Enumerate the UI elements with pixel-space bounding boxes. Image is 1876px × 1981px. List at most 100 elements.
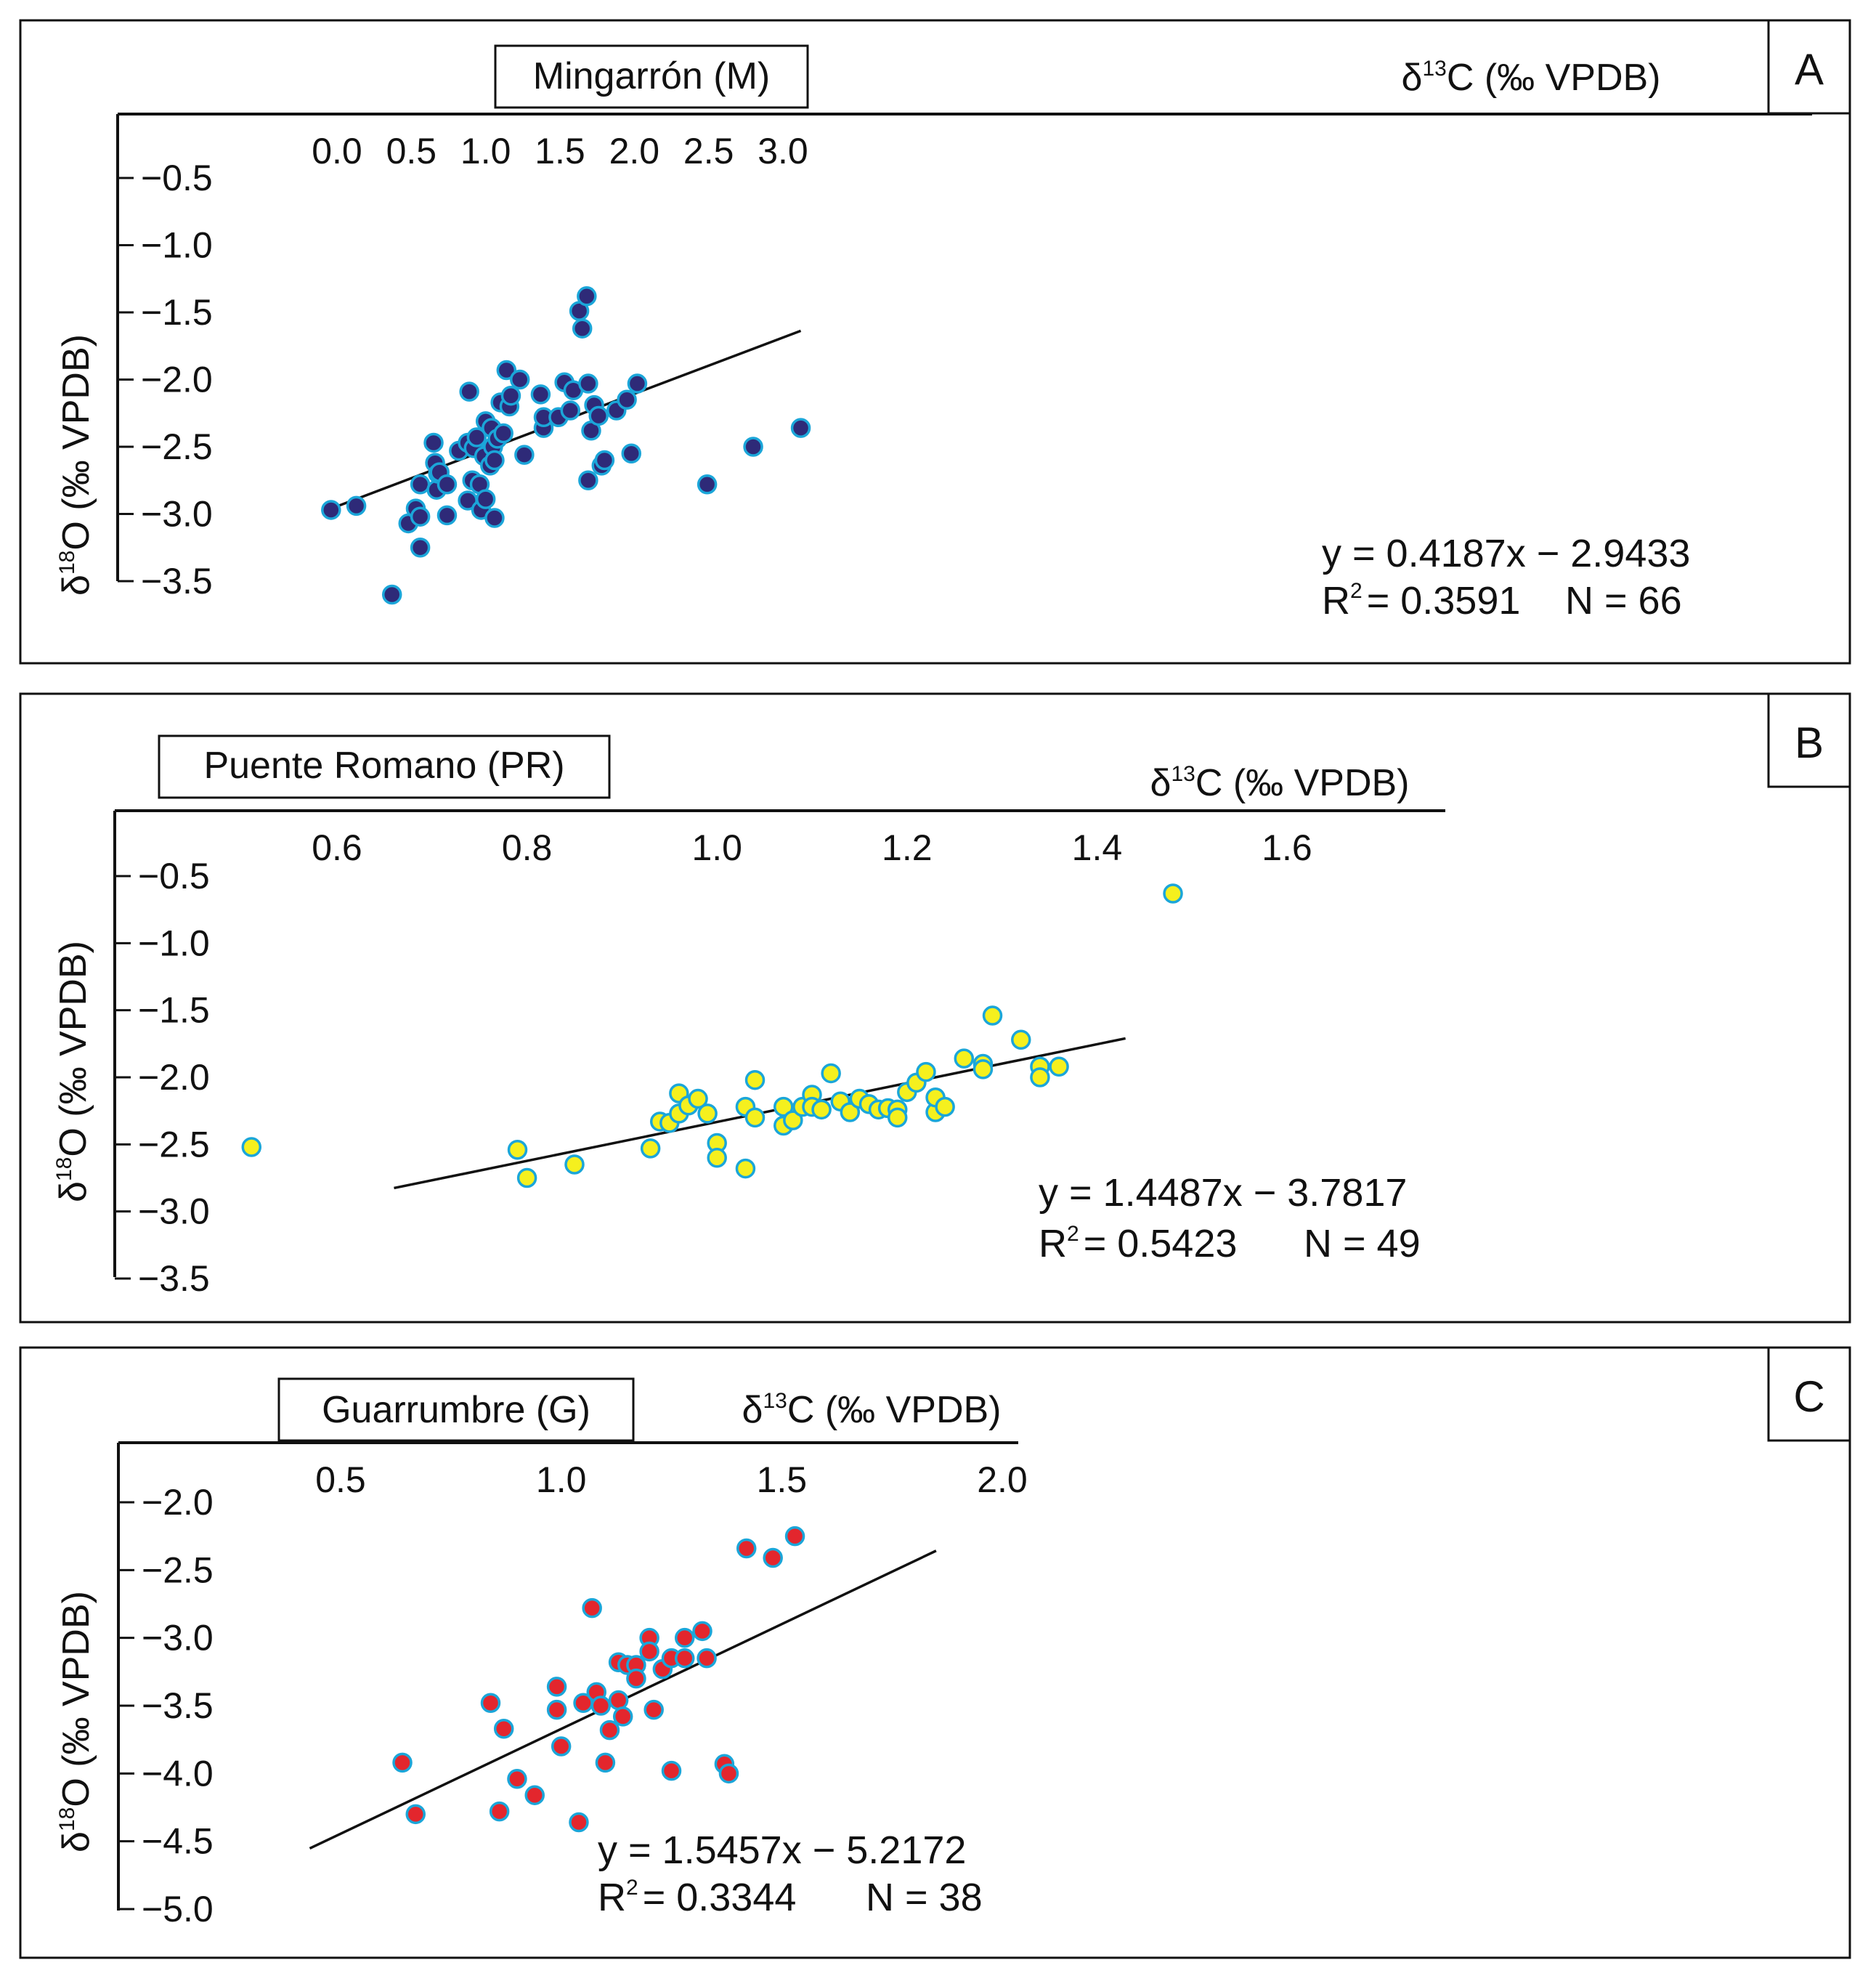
panel-letter-box [1767,692,1851,788]
panel-frame [19,692,1851,1324]
x-tick-label: 1.0 [460,131,511,171]
x-tick-label: 1.0 [691,827,742,868]
data-point [1049,1056,1069,1077]
data-point [392,1752,413,1773]
chart-title: Puente Romano (PR) [203,745,564,787]
data-point [588,405,609,426]
data-point [697,1103,718,1124]
y-tick-label: −3.5 [138,1258,210,1299]
data-point [688,1088,708,1109]
data-point [811,1099,832,1120]
title-box [277,1377,635,1442]
y-tick-label: −4.0 [142,1753,214,1794]
r-squared-label: R2 = 0.5423 [1039,1222,1237,1265]
data-point [436,474,458,495]
data-point [626,1668,646,1689]
data-point [524,1785,545,1805]
data-point [887,1107,908,1128]
data-point [475,489,496,509]
data-point [489,1801,510,1822]
x-axis-title: δ13C (‰ VPDB) [742,1389,1001,1431]
regression-equation: y = 1.4487x − 3.7817 [1039,1171,1407,1215]
data-point [569,1812,589,1833]
data-point [972,1059,994,1079]
y-tick-label: −1.0 [138,923,210,963]
data-point [707,1148,727,1168]
y-tick-label: −3.0 [138,1191,210,1232]
x-axis-title: δ13C (‰ VPDB) [1401,57,1660,99]
y-tick-label: −2.5 [141,426,213,467]
x-tick-label: 2.0 [977,1459,1028,1500]
data-point [599,1719,620,1741]
title-box [494,44,809,109]
n-count-label: N = 49 [1304,1222,1421,1265]
data-point [935,1096,955,1117]
data-point [982,1005,1003,1026]
panel-c: C Guarrumbre (G) 0.5 1.0 1.5 2.0 −2.0 −2.5 −3.0 −… [19,1346,1851,1959]
data-point [459,381,479,402]
data-point [661,1760,682,1781]
n-count-label: N = 66 [1565,579,1682,623]
regression-equation: y = 0.4187x − 2.9433 [1322,532,1690,575]
data-point [916,1061,936,1082]
data-point [493,423,513,444]
data-point [612,1706,633,1727]
y-tick-label: −2.0 [142,1482,214,1523]
data-point [410,506,431,527]
data-point [763,1547,783,1568]
title-box [158,734,611,799]
data-point [516,1167,537,1188]
x-axis-title: δ13C (‰ VPDB) [1150,762,1409,804]
panel-a: A Mingarrón (M) 0.0 0.5 1.0 1.5 2.0 2.5 3.0 −0.5 −… [19,19,1851,665]
panel-letter: C [1793,1372,1824,1421]
x-tick-label: 1.2 [882,827,933,868]
panel-letter: A [1795,45,1824,94]
y-tick-label: −2.5 [138,1124,210,1164]
x-tick-label: 0.0 [312,131,362,171]
x-tick-label: 0.5 [315,1459,366,1500]
data-point [577,286,597,307]
data-point [381,584,402,605]
y-tick-label: −3.5 [142,1685,214,1726]
y-tick-label: −3.5 [141,561,213,601]
data-point [507,1139,528,1160]
data-point [840,1102,861,1122]
y-axis-title: δ18O (‰ VPDB) [55,334,97,596]
data-point [735,1158,756,1179]
data-point [627,373,648,394]
chart-title: Mingarrón (M) [533,55,771,97]
x-tick-label: 2.0 [609,131,660,171]
x-tick-label: 0.8 [502,827,553,868]
data-point [784,1526,805,1547]
x-tick-label: 1.5 [535,131,585,171]
data-point [405,1804,426,1825]
x-tick-label: 1.6 [1262,827,1312,868]
data-point [617,389,637,410]
data-point [564,1154,585,1175]
data-point [674,1627,695,1648]
panel-frame [19,1346,1851,1959]
data-point [643,1699,664,1720]
data-point [590,1696,612,1716]
x-tick-label: 0.6 [312,827,362,868]
y-tick-label: −0.5 [138,856,210,896]
data-point [821,1063,841,1084]
data-point [241,1137,262,1157]
panel-frame [19,19,1851,665]
data-point [1163,883,1183,904]
y-tick-label: −3.0 [141,494,213,535]
y-tick-label: −0.5 [141,158,213,198]
data-point [1011,1029,1031,1050]
y-axis-title: δ18O (‰ VPDB) [55,1591,97,1852]
data-point [736,1538,757,1559]
r-squared-label: R2 = 0.3591 [1322,579,1520,623]
r-squared-label: R2 = 0.3344 [598,1876,796,1919]
data-point [1030,1067,1050,1087]
data-point [546,1677,567,1697]
data-point [480,1693,501,1714]
y-tick-label: −1.0 [141,225,213,266]
data-point [500,385,521,406]
panel-letter-box [1767,1346,1851,1442]
panel-letter: B [1795,718,1824,767]
